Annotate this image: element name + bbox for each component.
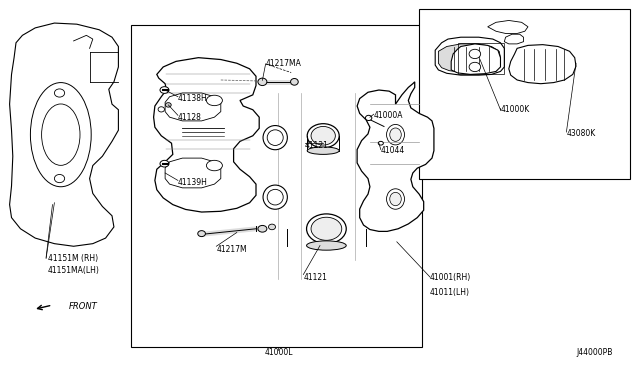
Text: 41151M (RH): 41151M (RH) xyxy=(48,254,98,263)
Polygon shape xyxy=(488,20,528,33)
Text: 41001(RH): 41001(RH) xyxy=(430,273,471,282)
Ellipse shape xyxy=(31,83,91,187)
Text: 41217M: 41217M xyxy=(216,245,247,254)
Ellipse shape xyxy=(307,214,346,244)
Text: 41000A: 41000A xyxy=(374,111,403,120)
Ellipse shape xyxy=(469,62,481,71)
Ellipse shape xyxy=(54,89,65,97)
Ellipse shape xyxy=(268,130,283,145)
Ellipse shape xyxy=(263,125,287,150)
Text: 41217MA: 41217MA xyxy=(266,59,301,68)
Ellipse shape xyxy=(198,231,205,237)
Text: 41121: 41121 xyxy=(305,141,328,150)
Ellipse shape xyxy=(307,124,339,148)
Ellipse shape xyxy=(307,241,346,250)
Polygon shape xyxy=(10,23,118,246)
Text: 41000K: 41000K xyxy=(500,105,530,114)
Ellipse shape xyxy=(206,95,223,106)
Polygon shape xyxy=(509,45,576,84)
Ellipse shape xyxy=(390,128,401,141)
Polygon shape xyxy=(504,34,524,44)
Polygon shape xyxy=(357,82,434,231)
Text: FRONT: FRONT xyxy=(68,302,97,311)
Ellipse shape xyxy=(54,174,65,183)
Ellipse shape xyxy=(307,147,339,154)
Text: 43080K: 43080K xyxy=(566,129,596,138)
Ellipse shape xyxy=(160,160,169,167)
Ellipse shape xyxy=(268,189,283,205)
Ellipse shape xyxy=(158,107,164,112)
Ellipse shape xyxy=(390,192,401,206)
Bar xyxy=(458,43,504,74)
Ellipse shape xyxy=(387,124,404,145)
Bar xyxy=(131,25,422,347)
Ellipse shape xyxy=(378,141,383,145)
Text: 41139H: 41139H xyxy=(178,178,208,187)
Ellipse shape xyxy=(291,78,298,85)
Ellipse shape xyxy=(160,87,169,93)
Polygon shape xyxy=(165,158,221,188)
Polygon shape xyxy=(165,93,221,121)
Text: 41121: 41121 xyxy=(303,273,327,282)
Ellipse shape xyxy=(165,103,172,107)
Ellipse shape xyxy=(311,217,342,240)
Polygon shape xyxy=(154,58,259,212)
Text: 41000L: 41000L xyxy=(264,348,292,357)
Ellipse shape xyxy=(365,115,372,121)
Text: 41128: 41128 xyxy=(178,113,202,122)
Text: 41011(LH): 41011(LH) xyxy=(430,288,470,296)
Ellipse shape xyxy=(258,78,267,86)
Ellipse shape xyxy=(42,104,80,165)
Text: 41151MA(LH): 41151MA(LH) xyxy=(48,266,100,275)
Ellipse shape xyxy=(258,225,267,232)
Ellipse shape xyxy=(206,160,223,171)
Text: J44000PB: J44000PB xyxy=(577,348,613,357)
Text: 41044: 41044 xyxy=(381,146,405,155)
Ellipse shape xyxy=(469,49,481,58)
Ellipse shape xyxy=(387,189,404,209)
Ellipse shape xyxy=(311,126,335,145)
Text: 41138H: 41138H xyxy=(178,94,207,103)
Ellipse shape xyxy=(269,224,275,230)
Ellipse shape xyxy=(263,185,287,209)
Bar xyxy=(419,9,630,179)
Polygon shape xyxy=(438,44,500,72)
Polygon shape xyxy=(451,44,500,74)
Polygon shape xyxy=(435,37,504,75)
